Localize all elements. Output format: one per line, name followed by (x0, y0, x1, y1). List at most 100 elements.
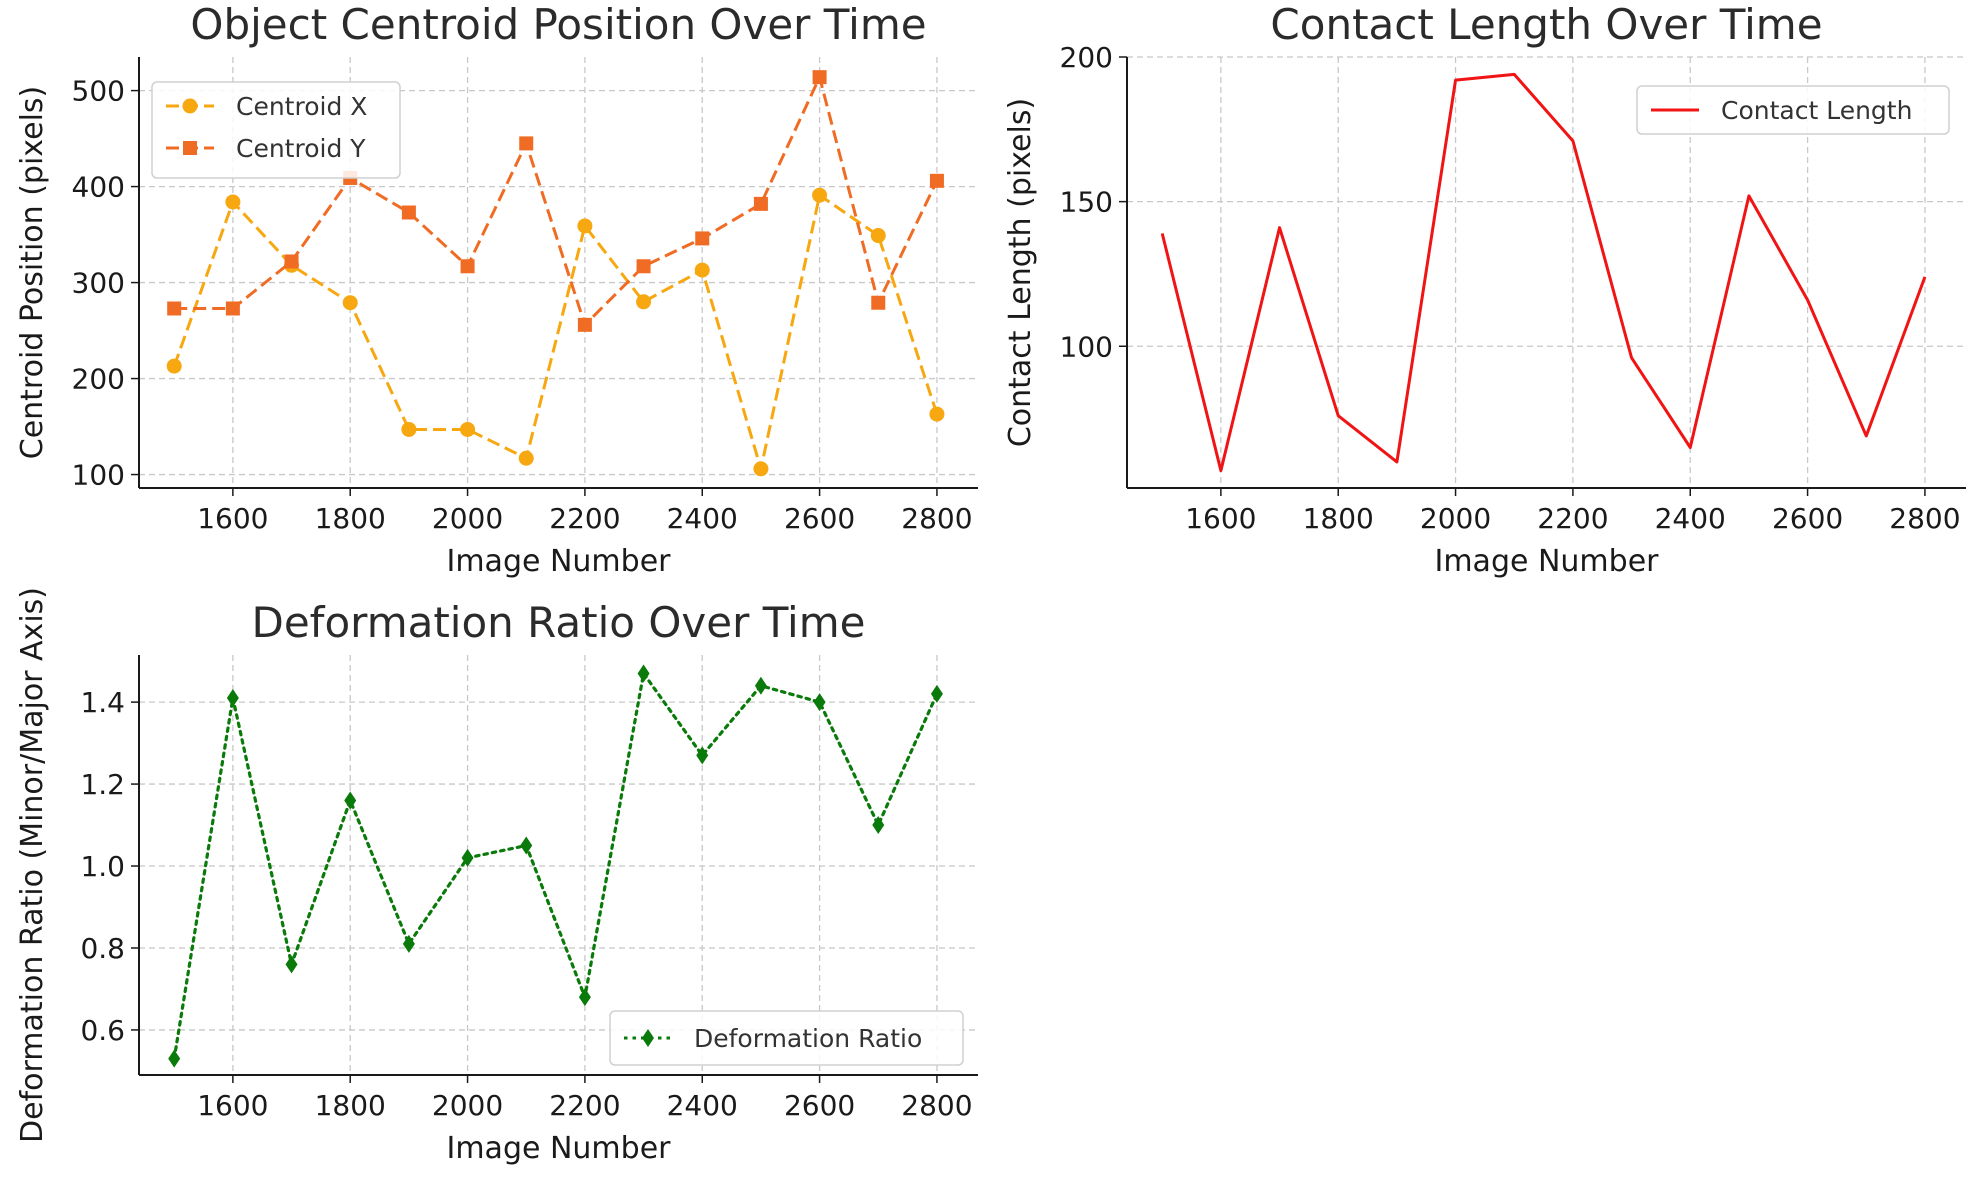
y-tick-label: 200 (1060, 41, 1113, 74)
x-tick-label: 2400 (667, 1089, 738, 1122)
x-tick-label: 1800 (315, 1089, 386, 1122)
legend-label: Centroid Y (236, 134, 366, 163)
data-point (578, 988, 591, 1007)
y-tick-label: 1.4 (80, 686, 125, 719)
data-point (577, 218, 593, 234)
chart-title: Contact Length Over Time (1270, 0, 1822, 49)
data-point (225, 301, 240, 316)
data-point (636, 294, 652, 310)
series-line (172, 671, 939, 1061)
chart-1: 1600 1800 2000 2200 2400 2600 2800 100 200 300 400… (15, 0, 978, 579)
x-tick-label: 2000 (432, 502, 503, 535)
data-point (870, 228, 886, 244)
data-point (929, 406, 945, 422)
data-point (753, 196, 768, 211)
legend: Contact Length (1636, 85, 1950, 135)
y-tick-label: 1.0 (80, 850, 125, 883)
data-point (461, 848, 474, 867)
data-point (225, 194, 241, 210)
legend-marker (182, 98, 198, 114)
data-point (637, 664, 650, 683)
legend: Centroid X Centroid Y (151, 81, 401, 179)
x-tick-label: 2200 (549, 1089, 620, 1122)
x-tick-label: 2000 (1420, 502, 1491, 535)
data-point (519, 136, 534, 151)
x-tick-label: 1600 (197, 1089, 268, 1122)
y-tick-label: 100 (1060, 330, 1113, 363)
x-tick-label: 2000 (432, 1089, 503, 1122)
x-axis-label: Image Number (446, 544, 671, 579)
data-point (871, 295, 886, 310)
data-point (402, 934, 415, 953)
x-axis-label: Image Number (446, 1131, 671, 1166)
series-centroid-y (167, 70, 944, 332)
x-tick-label: 2800 (1889, 502, 1960, 535)
y-tick-label: 150 (1060, 186, 1113, 219)
legend-marker (183, 141, 197, 155)
legend-label: Contact Length (1721, 96, 1912, 125)
data-point (284, 254, 299, 269)
data-point (401, 205, 416, 220)
x-tick-label: 2800 (901, 502, 972, 535)
chart-2: 1600 1800 2000 2200 2400 2600 2800 100 150 200 Con… (1003, 0, 1966, 579)
data-point (226, 689, 239, 708)
legend-label: Deformation Ratio (694, 1024, 922, 1053)
data-point (930, 684, 943, 703)
series-line (1160, 72, 1927, 473)
data-point (696, 746, 709, 765)
y-tick-label: 500 (72, 75, 125, 108)
data-point (518, 450, 534, 466)
data-point (929, 173, 944, 188)
x-tick-label: 2600 (784, 502, 855, 535)
x-tick-label: 1600 (1185, 502, 1256, 535)
chart-title: Deformation Ratio Over Time (252, 598, 866, 647)
data-point (401, 421, 417, 437)
x-tick-label: 1800 (315, 502, 386, 535)
x-tick-label: 2400 (1655, 502, 1726, 535)
chart-title: Object Centroid Position Over Time (190, 0, 926, 49)
series-contact-length (1160, 72, 1927, 473)
data-point (520, 836, 533, 855)
data-point (166, 358, 182, 374)
data-point (460, 259, 475, 274)
data-point (872, 816, 885, 835)
series-line (172, 193, 939, 471)
y-tick-label: 400 (72, 171, 125, 204)
legend-box (609, 1010, 964, 1066)
y-tick-label: 200 (72, 363, 125, 396)
data-point (636, 259, 651, 274)
data-point (813, 693, 826, 712)
data-point (577, 317, 592, 332)
x-tick-label: 1600 (197, 502, 268, 535)
series-centroid-x (166, 187, 945, 477)
legend-label: Centroid X (236, 92, 367, 121)
data-point (812, 187, 828, 203)
data-point (754, 676, 767, 695)
series-line (174, 75, 939, 327)
data-point (168, 1049, 181, 1068)
x-axis-label: Image Number (1434, 544, 1659, 579)
data-point (812, 70, 827, 85)
chart-3: 1600 1800 2000 2200 2400 2600 2800 0.6 0.8 1.0 1.2… (15, 587, 978, 1166)
y-axis-label: Contact Length (pixels) (1003, 98, 1038, 447)
legend-marker (642, 1029, 654, 1047)
y-tick-label: 100 (72, 459, 125, 492)
data-point (342, 295, 358, 311)
x-tick-label: 2600 (1772, 502, 1843, 535)
y-tick-label: 300 (72, 267, 125, 300)
y-axis-label: Centroid Position (pixels) (15, 86, 50, 460)
series-deformation-ratio (168, 664, 943, 1068)
x-tick-label: 1800 (1303, 502, 1374, 535)
legend: Deformation Ratio (609, 1010, 964, 1066)
legend-box (1636, 85, 1950, 135)
x-tick-label: 2200 (1537, 502, 1608, 535)
data-point (344, 791, 357, 810)
data-point (753, 461, 769, 477)
y-tick-label: 0.8 (80, 932, 125, 965)
x-tick-label: 2400 (667, 502, 738, 535)
x-tick-label: 2600 (784, 1089, 855, 1122)
data-point (167, 301, 182, 316)
x-tick-label: 2200 (549, 502, 620, 535)
data-point (285, 955, 298, 974)
